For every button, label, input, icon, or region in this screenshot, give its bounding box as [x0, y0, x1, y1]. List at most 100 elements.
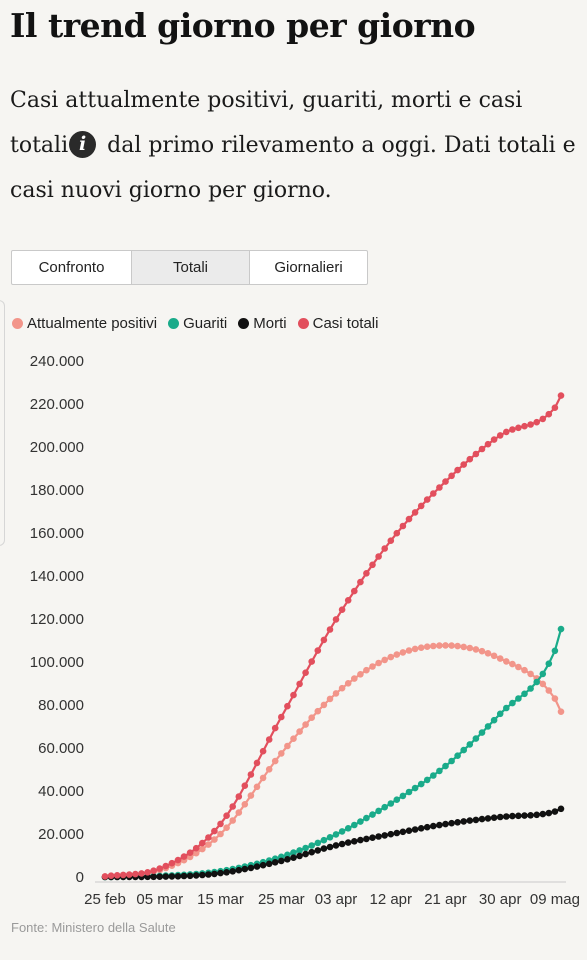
- data-point: [375, 553, 382, 560]
- data-point: [411, 826, 419, 833]
- data-point: [186, 849, 194, 856]
- data-point: [551, 647, 559, 655]
- data-point: [302, 850, 309, 858]
- data-point: [533, 418, 540, 426]
- data-point: [296, 680, 303, 688]
- data-point: [278, 750, 285, 757]
- data-point: [436, 821, 443, 829]
- data-point: [478, 815, 486, 823]
- data-point: [326, 834, 334, 841]
- data-point: [363, 814, 370, 822]
- data-point: [326, 695, 334, 703]
- tab-confronto[interactable]: Confronto: [12, 251, 132, 284]
- data-point: [253, 759, 261, 767]
- data-point: [460, 461, 468, 468]
- data-point: [551, 695, 559, 702]
- data-point: [338, 840, 346, 848]
- data-point: [156, 873, 163, 880]
- data-point: [357, 836, 364, 844]
- data-point: [503, 704, 510, 712]
- data-point: [369, 834, 376, 841]
- data-point: [278, 713, 285, 721]
- y-tick-label: 220.000: [30, 396, 84, 413]
- data-point: [271, 724, 279, 732]
- data-point: [235, 866, 243, 874]
- chart-legend: Attualmente positivi Guariti Morti Casi …: [12, 315, 389, 332]
- data-point: [338, 684, 346, 692]
- data-point: [405, 647, 413, 654]
- x-tick-label: 12 apr: [369, 891, 412, 908]
- legend-item-casi-totali[interactable]: Casi totali: [297, 315, 379, 332]
- data-point: [369, 811, 376, 818]
- data-point: [423, 643, 431, 650]
- data-point: [290, 735, 297, 742]
- data-point: [436, 642, 443, 649]
- info-icon[interactable]: i: [69, 131, 97, 158]
- data-point: [496, 432, 504, 439]
- tab-totali[interactable]: Totali: [132, 251, 250, 284]
- data-point: [259, 861, 267, 869]
- data-point: [484, 440, 492, 448]
- data-point: [436, 767, 443, 775]
- x-tick-label: 03 apr: [315, 891, 358, 908]
- data-point: [387, 653, 395, 661]
- x-tick-label: 15 mar: [197, 891, 244, 908]
- y-tick-label: 20.000: [38, 826, 84, 843]
- data-point: [351, 587, 358, 595]
- data-point: [211, 836, 218, 843]
- series-morti: [101, 805, 565, 881]
- data-point: [344, 680, 352, 687]
- data-point: [503, 428, 510, 436]
- x-tick-label: 25 mar: [258, 891, 305, 908]
- y-tick-label: 240.000: [30, 353, 84, 370]
- data-point: [393, 651, 401, 658]
- data-point: [265, 766, 273, 773]
- data-point: [150, 873, 157, 881]
- data-point: [490, 652, 498, 660]
- data-point: [436, 484, 443, 491]
- x-tick-label: 30 apr: [479, 891, 522, 908]
- data-point: [308, 714, 316, 721]
- data-point: [247, 864, 255, 872]
- data-point: [247, 792, 255, 799]
- data-point: [539, 415, 547, 423]
- data-point: [265, 860, 273, 868]
- data-point: [101, 873, 109, 880]
- legend-item-attualmente-positivi[interactable]: Attualmente positivi: [12, 315, 157, 332]
- data-point: [223, 824, 230, 831]
- data-point: [271, 859, 279, 866]
- tab-giornalieri[interactable]: Giornalieri: [274, 259, 343, 276]
- data-point: [545, 687, 553, 694]
- data-point: [320, 845, 328, 852]
- data-point: [192, 849, 200, 857]
- legend-label: Attualmente positivi: [27, 315, 158, 332]
- data-point: [442, 478, 449, 485]
- y-tick-label: 140.000: [30, 568, 84, 585]
- legend-item-guariti[interactable]: Guariti: [168, 315, 227, 332]
- data-point: [484, 650, 492, 657]
- data-point: [496, 710, 504, 718]
- data-point: [369, 561, 376, 569]
- data-point: [417, 644, 425, 651]
- data-point: [472, 646, 480, 653]
- data-point: [430, 642, 437, 650]
- data-point: [533, 811, 540, 819]
- data-point: [247, 771, 255, 778]
- data-point: [503, 813, 510, 820]
- y-tick-label: 200.000: [30, 439, 84, 456]
- description-text-1: Casi attualmente positivi, guariti, mort…: [10, 88, 523, 158]
- data-point: [557, 392, 565, 399]
- legend-dot-icon: [297, 318, 309, 329]
- legend-dot-icon: [238, 318, 250, 329]
- data-point: [344, 839, 352, 846]
- data-point: [496, 813, 504, 821]
- data-point: [509, 426, 516, 433]
- data-point: [466, 644, 474, 652]
- data-point: [174, 873, 182, 880]
- legend-item-morti[interactable]: Morti: [238, 315, 287, 332]
- y-tick-label: 120.000: [30, 611, 84, 628]
- data-point: [308, 658, 316, 665]
- data-point: [448, 757, 455, 765]
- source-note: Fonte: Ministero della Salute: [11, 920, 176, 935]
- legend-label: Casi totali: [312, 315, 379, 332]
